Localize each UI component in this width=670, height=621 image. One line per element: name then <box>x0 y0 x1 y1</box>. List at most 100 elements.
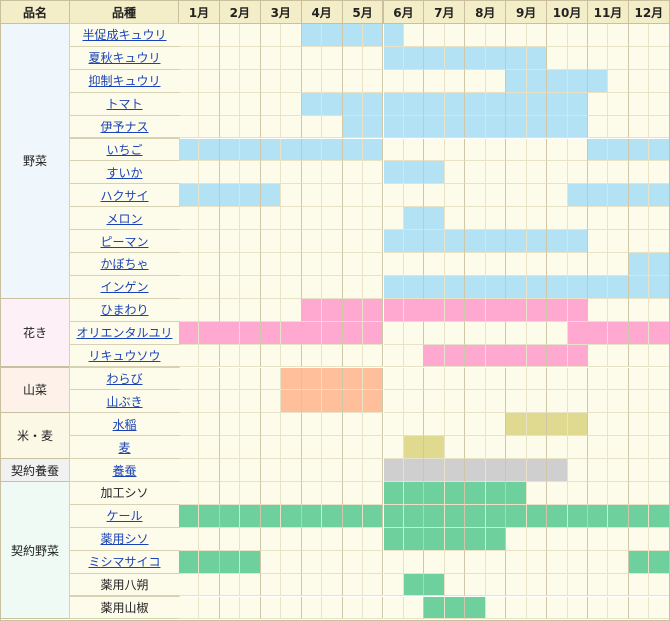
half-month-cell <box>465 275 486 299</box>
half-month-cell <box>608 184 629 208</box>
variety-link[interactable]: 薬用シソ <box>100 532 149 547</box>
variety-link[interactable]: 抑制キュウリ <box>88 74 161 89</box>
half-month-cell <box>547 413 568 437</box>
variety-link[interactable]: ひまわり <box>100 303 149 318</box>
half-month-cell <box>628 253 650 276</box>
variety-link[interactable]: 夏秋キュウリ <box>88 51 161 66</box>
half-month-cell <box>363 298 384 322</box>
half-month-cell <box>526 596 548 620</box>
variety-cell: 麦 <box>69 435 180 460</box>
variety-link[interactable]: 水稲 <box>112 417 137 432</box>
half-month-cell <box>608 207 629 231</box>
variety-link[interactable]: 山ぶき <box>106 394 143 409</box>
half-month-cell <box>281 596 302 620</box>
half-month-cell <box>363 275 384 299</box>
half-month-cell <box>342 69 364 93</box>
half-month-cell <box>649 138 670 162</box>
variety-cell: かぼちゃ <box>69 252 180 276</box>
half-month-cell <box>363 344 384 368</box>
variety-link[interactable]: インゲン <box>100 280 149 295</box>
half-month-cell <box>649 550 670 574</box>
half-month-cell <box>199 253 220 276</box>
half-month-cell <box>322 527 343 551</box>
half-month-cell <box>342 24 364 47</box>
variety-link[interactable]: 養蚕 <box>112 463 137 478</box>
half-month-cell <box>199 504 220 528</box>
variety-link[interactable]: リキュウソウ <box>88 349 161 364</box>
half-month-cell <box>506 459 527 482</box>
variety-link[interactable]: ミシマサイコ <box>88 555 161 570</box>
half-month-cell <box>588 184 609 208</box>
half-month-cell <box>547 115 568 139</box>
half-month-cell <box>588 161 609 185</box>
half-month-cell <box>342 367 364 391</box>
half-month-cell <box>342 161 364 185</box>
half-month-cell <box>383 275 404 299</box>
half-month-cell <box>444 390 466 414</box>
half-month-cell <box>179 550 200 574</box>
half-month-cell <box>260 161 282 185</box>
variety-link[interactable]: わらび <box>106 371 143 386</box>
half-month-cell <box>363 115 384 139</box>
half-month-cell <box>260 482 282 505</box>
half-month-cell <box>485 115 507 139</box>
half-month-cell <box>383 321 404 345</box>
half-month-cell <box>322 298 343 322</box>
variety-link[interactable]: ピーマン <box>100 234 149 249</box>
half-month-cell <box>588 253 609 276</box>
half-month-cell <box>547 527 568 551</box>
variety-link[interactable]: オリエンタルユリ <box>76 326 173 341</box>
half-month-cell <box>567 321 588 345</box>
variety-link[interactable]: ハクサイ <box>100 188 149 203</box>
half-month-cell <box>342 138 364 162</box>
half-month-cell <box>301 390 323 414</box>
half-month-cell <box>485 482 507 505</box>
variety-link[interactable]: いちご <box>106 142 143 157</box>
half-month-cell <box>383 24 404 47</box>
half-month-cell <box>219 184 241 208</box>
half-month-cell <box>465 413 486 437</box>
half-month-cell <box>240 436 261 460</box>
variety-cell: ケール <box>69 503 180 528</box>
variety-label: 薬用八朔 <box>100 578 149 593</box>
variety-link[interactable]: かぼちゃ <box>100 257 149 272</box>
half-month-cell <box>444 321 466 345</box>
half-month-cell <box>219 344 241 368</box>
half-month-cell <box>322 46 343 70</box>
variety-link[interactable]: 伊予ナス <box>100 120 149 135</box>
variety-link[interactable]: 麦 <box>118 440 131 455</box>
half-month-cell <box>608 138 629 162</box>
half-month-cell <box>444 413 466 437</box>
half-month-cell <box>342 92 364 116</box>
half-month-cell <box>281 275 302 299</box>
half-month-cell <box>403 253 425 276</box>
half-month-cell <box>628 344 650 368</box>
half-month-cell <box>506 275 527 299</box>
variety-link[interactable]: メロン <box>106 211 143 226</box>
variety-link[interactable]: トマト <box>106 97 143 112</box>
header-month-7: 7月 <box>423 0 466 24</box>
half-month-cell <box>322 390 343 414</box>
half-month-cell <box>465 24 486 47</box>
half-month-cell <box>588 230 609 253</box>
half-month-cell <box>199 367 220 391</box>
half-month-cell <box>322 275 343 299</box>
half-month-cell <box>465 573 486 597</box>
variety-link[interactable]: すいか <box>106 165 143 180</box>
half-month-cell <box>281 253 302 276</box>
half-month-cell <box>322 161 343 185</box>
variety-link[interactable]: ケール <box>106 509 143 524</box>
half-month-cell <box>649 24 670 47</box>
half-month-cell <box>179 207 200 231</box>
half-month-cell <box>506 413 527 437</box>
half-month-cell <box>240 184 261 208</box>
half-month-cell <box>424 46 445 70</box>
header-month-9: 9月 <box>505 0 548 24</box>
half-month-cell <box>526 46 548 70</box>
half-month-cell <box>403 69 425 93</box>
half-month-cell <box>281 184 302 208</box>
variety-link[interactable]: 半促成キュウリ <box>82 28 167 43</box>
half-month-cell <box>383 253 404 276</box>
half-month-cell <box>567 275 588 299</box>
half-month-cell <box>608 69 629 93</box>
